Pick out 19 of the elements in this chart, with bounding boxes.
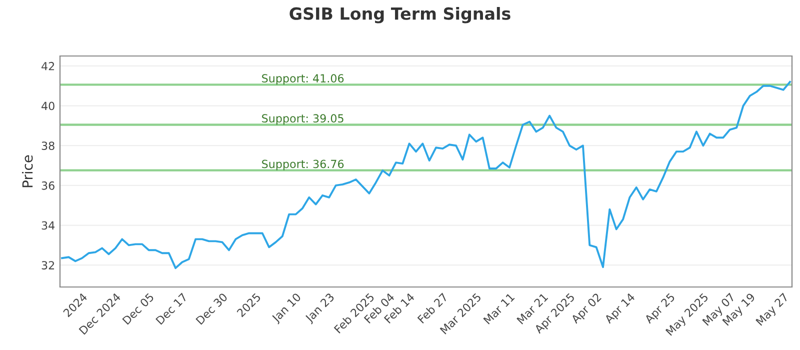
x-tick-label: Jan 23 bbox=[304, 292, 336, 324]
x-tick-label: Dec 05 bbox=[122, 292, 154, 325]
y-tick-label: 40 bbox=[42, 102, 54, 110]
x-tick-label: Dec 17 bbox=[156, 292, 188, 325]
ref-line-label: Support: 39.05 bbox=[262, 114, 344, 125]
y-tick-label: 38 bbox=[42, 142, 54, 150]
x-tick-label: Jan 10 bbox=[270, 292, 303, 324]
x-tick-label: Apr 14 bbox=[604, 292, 637, 326]
y-tick-label: 34 bbox=[42, 221, 55, 230]
x-tick-label: Mar 11 bbox=[483, 292, 515, 324]
chart-title: GSIB Long Term Signals bbox=[290, 7, 510, 24]
y-tick-label: 42 bbox=[42, 62, 54, 70]
y-tick-label: 36 bbox=[42, 181, 54, 190]
x-tick-label: Dec 30 bbox=[196, 292, 228, 325]
y-axis-title: Price bbox=[22, 155, 33, 188]
ref-line-label: Support: 41.06 bbox=[262, 74, 344, 85]
x-tick-label: Feb 27 bbox=[417, 292, 448, 324]
y-tick-label: 32 bbox=[42, 261, 54, 270]
ref-line-label: Support: 36.76 bbox=[262, 160, 344, 170]
